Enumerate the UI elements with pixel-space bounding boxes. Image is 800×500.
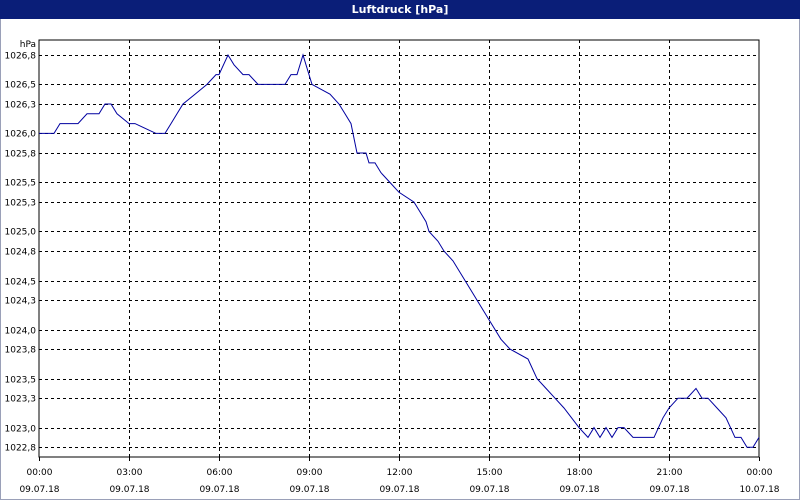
y-tick-label: 1024,0 xyxy=(5,327,37,337)
y-tick-label: 1023,3 xyxy=(5,395,37,405)
x-tick-date: 09.07.18 xyxy=(19,485,59,495)
x-tick-time: 09:00 xyxy=(297,468,323,478)
y-tick-label: 1025,3 xyxy=(5,199,37,209)
y-tick-label: 1022,8 xyxy=(5,444,37,454)
x-tick-date: 09.07.18 xyxy=(379,485,419,495)
y-tick-label: 1025,0 xyxy=(5,228,37,238)
x-tick-date: 09.07.18 xyxy=(649,485,689,495)
y-tick-label: 1024,5 xyxy=(5,278,37,288)
x-tick-date: 09.07.18 xyxy=(559,485,599,495)
x-tick-time: 12:00 xyxy=(387,468,413,478)
x-tick-time: 15:00 xyxy=(477,468,503,478)
y-tick-label: 1023,0 xyxy=(5,425,37,435)
x-tick-date: 10.07.18 xyxy=(739,485,779,495)
y-tick-label: 1025,5 xyxy=(5,179,37,189)
x-tick-date: 09.07.18 xyxy=(199,485,239,495)
y-tick-label: 1026,8 xyxy=(5,52,37,62)
pressure-series-line xyxy=(39,53,760,448)
x-tick-time: 18:00 xyxy=(567,468,593,478)
y-tick-label: 1023,8 xyxy=(5,346,37,356)
x-tick-date: 09.07.18 xyxy=(289,485,329,495)
x-tick-date: 09.07.18 xyxy=(109,485,149,495)
y-tick-label: 1026,5 xyxy=(5,81,37,91)
y-tick-label: 1026,3 xyxy=(5,101,37,111)
x-tick-time: 21:00 xyxy=(657,468,683,478)
y-axis-unit: hPa xyxy=(20,40,36,50)
window-title: Luftdruck [hPa] xyxy=(0,0,800,19)
y-tick-label: 1024,8 xyxy=(5,248,37,258)
x-tick-date: 09.07.18 xyxy=(469,485,509,495)
y-tick-label: 1025,8 xyxy=(5,150,37,160)
y-tick-label: 1026,0 xyxy=(5,130,37,140)
y-tick-label: 1023,5 xyxy=(5,376,37,386)
x-tick-time: 00:00 xyxy=(747,468,773,478)
x-tick-time: 00:00 xyxy=(27,468,53,478)
x-tick-time: 06:00 xyxy=(207,468,233,478)
y-tick-label: 1024,3 xyxy=(5,297,37,307)
x-tick-time: 03:00 xyxy=(117,468,143,478)
